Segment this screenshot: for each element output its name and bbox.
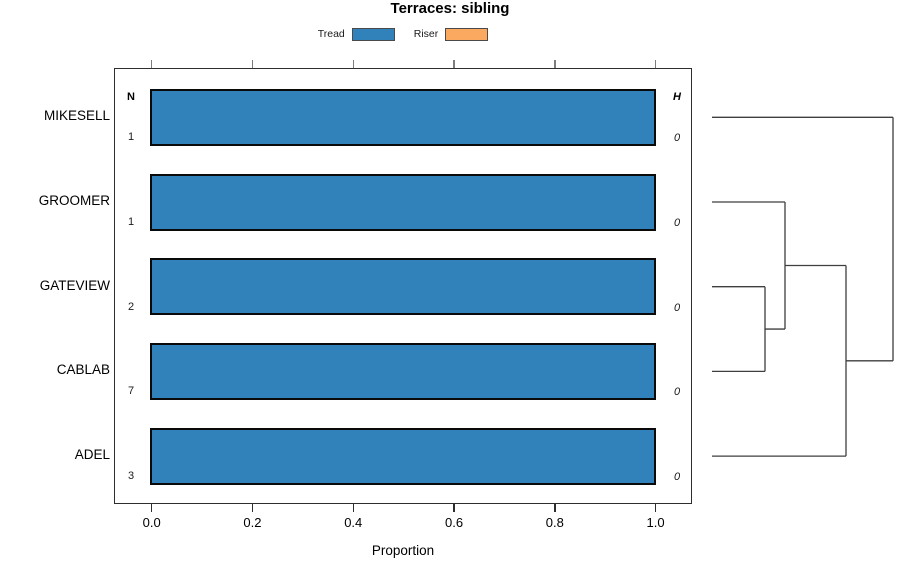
h-value-cablab: 0 [673, 386, 681, 399]
n-column-header: N [127, 91, 135, 103]
x-tick-top [352, 60, 354, 68]
n-value-groomer: 1 [127, 216, 135, 228]
legend-item-riser: Riser [413, 27, 489, 41]
x-tick-bottom [150, 504, 153, 512]
h-value-mikesell: 0 [673, 132, 681, 145]
chart-title: Terraces: sibling [390, 0, 510, 17]
x-tick-label: 0.8 [545, 515, 564, 530]
category-label-cablab: CABLAB [56, 362, 110, 378]
x-tick-label: 0.2 [243, 515, 262, 530]
x-tick-label: 0.4 [344, 515, 363, 530]
category-label-gateview: GATEVIEW [39, 277, 110, 293]
x-tick-top [150, 60, 153, 68]
x-tick-top [554, 60, 556, 68]
h-column-header: H [673, 91, 681, 103]
n-value-gateview: 2 [127, 300, 135, 313]
n-value-adel: 3 [127, 470, 135, 483]
x-tick-top [654, 60, 657, 68]
h-value-adel: 0 [673, 471, 681, 484]
bar-adel [150, 427, 656, 485]
h-value-gateview: 0 [673, 301, 681, 314]
x-tick-label: 1.0 [646, 515, 665, 530]
legend-item-tread: Tread [317, 27, 395, 41]
x-tick-bottom [554, 504, 556, 512]
x-tick-bottom [654, 504, 657, 512]
legend-swatch-tread [351, 27, 395, 41]
x-tick-bottom [251, 504, 254, 512]
category-label-groomer: GROOMER [38, 193, 110, 208]
legend-label-riser: Riser [413, 28, 439, 40]
legend: Tread Riser [114, 26, 692, 42]
x-tick-top [251, 60, 254, 68]
legend-label-tread: Tread [317, 28, 345, 40]
dendrogram-lines [712, 116, 894, 457]
x-tick-bottom [453, 504, 455, 512]
n-value-cablab: 7 [127, 385, 135, 398]
x-tick-top [453, 60, 455, 68]
bar-cablab [150, 342, 656, 400]
legend-swatch-riser [445, 27, 489, 41]
x-tick-label: 0.0 [142, 515, 161, 530]
h-value-groomer: 0 [673, 217, 681, 229]
x-tick-bottom [352, 504, 354, 512]
category-label-adel: ADEL [74, 447, 110, 463]
bar-gateview [150, 258, 656, 316]
x-axis-title: Proportion [371, 543, 435, 558]
bar-mikesell [150, 88, 656, 146]
n-value-mikesell: 1 [127, 131, 135, 144]
bar-groomer [150, 173, 656, 231]
x-tick-label: 0.6 [444, 515, 464, 530]
category-label-mikesell: MIKESELL [43, 108, 110, 124]
